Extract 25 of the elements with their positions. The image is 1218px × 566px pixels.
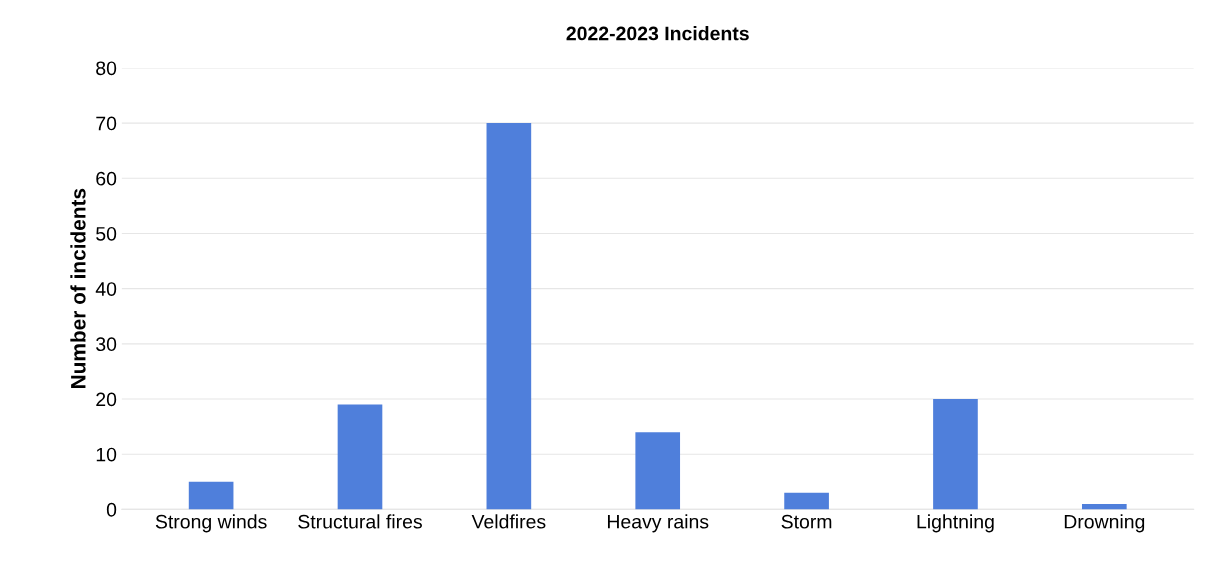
bar xyxy=(337,404,383,510)
bar xyxy=(486,123,532,510)
y-tick-label: 20 xyxy=(96,392,117,407)
y-tick-label: 50 xyxy=(96,226,117,241)
bar xyxy=(784,492,829,510)
bar xyxy=(933,399,978,510)
chart-title: 2022-2023 Incidents xyxy=(566,26,749,41)
x-tick-label: Structural fires xyxy=(298,514,422,529)
bar xyxy=(635,432,681,510)
y-tick-label: 80 xyxy=(96,61,117,76)
x-tick-label: Veldfires xyxy=(471,514,546,529)
y-tick-label: 60 xyxy=(96,171,117,186)
y-axis-title: Number of incidents xyxy=(70,188,86,388)
y-tick-label: 40 xyxy=(95,282,117,296)
y-tick-label: 10 xyxy=(96,447,117,462)
x-tick-label: Drowning xyxy=(1064,514,1145,533)
x-tick-label: Strong winds xyxy=(155,514,267,533)
x-tick-label: Lightning xyxy=(917,514,994,533)
bar xyxy=(1081,503,1127,510)
x-tick-label: Heavy rains xyxy=(607,514,709,533)
y-tick-label: 0 xyxy=(106,502,117,517)
y-tick-label: 30 xyxy=(96,337,117,352)
bar xyxy=(188,481,234,510)
y-tick-label: 70 xyxy=(96,116,117,131)
x-tick-label: Storm xyxy=(781,514,832,529)
